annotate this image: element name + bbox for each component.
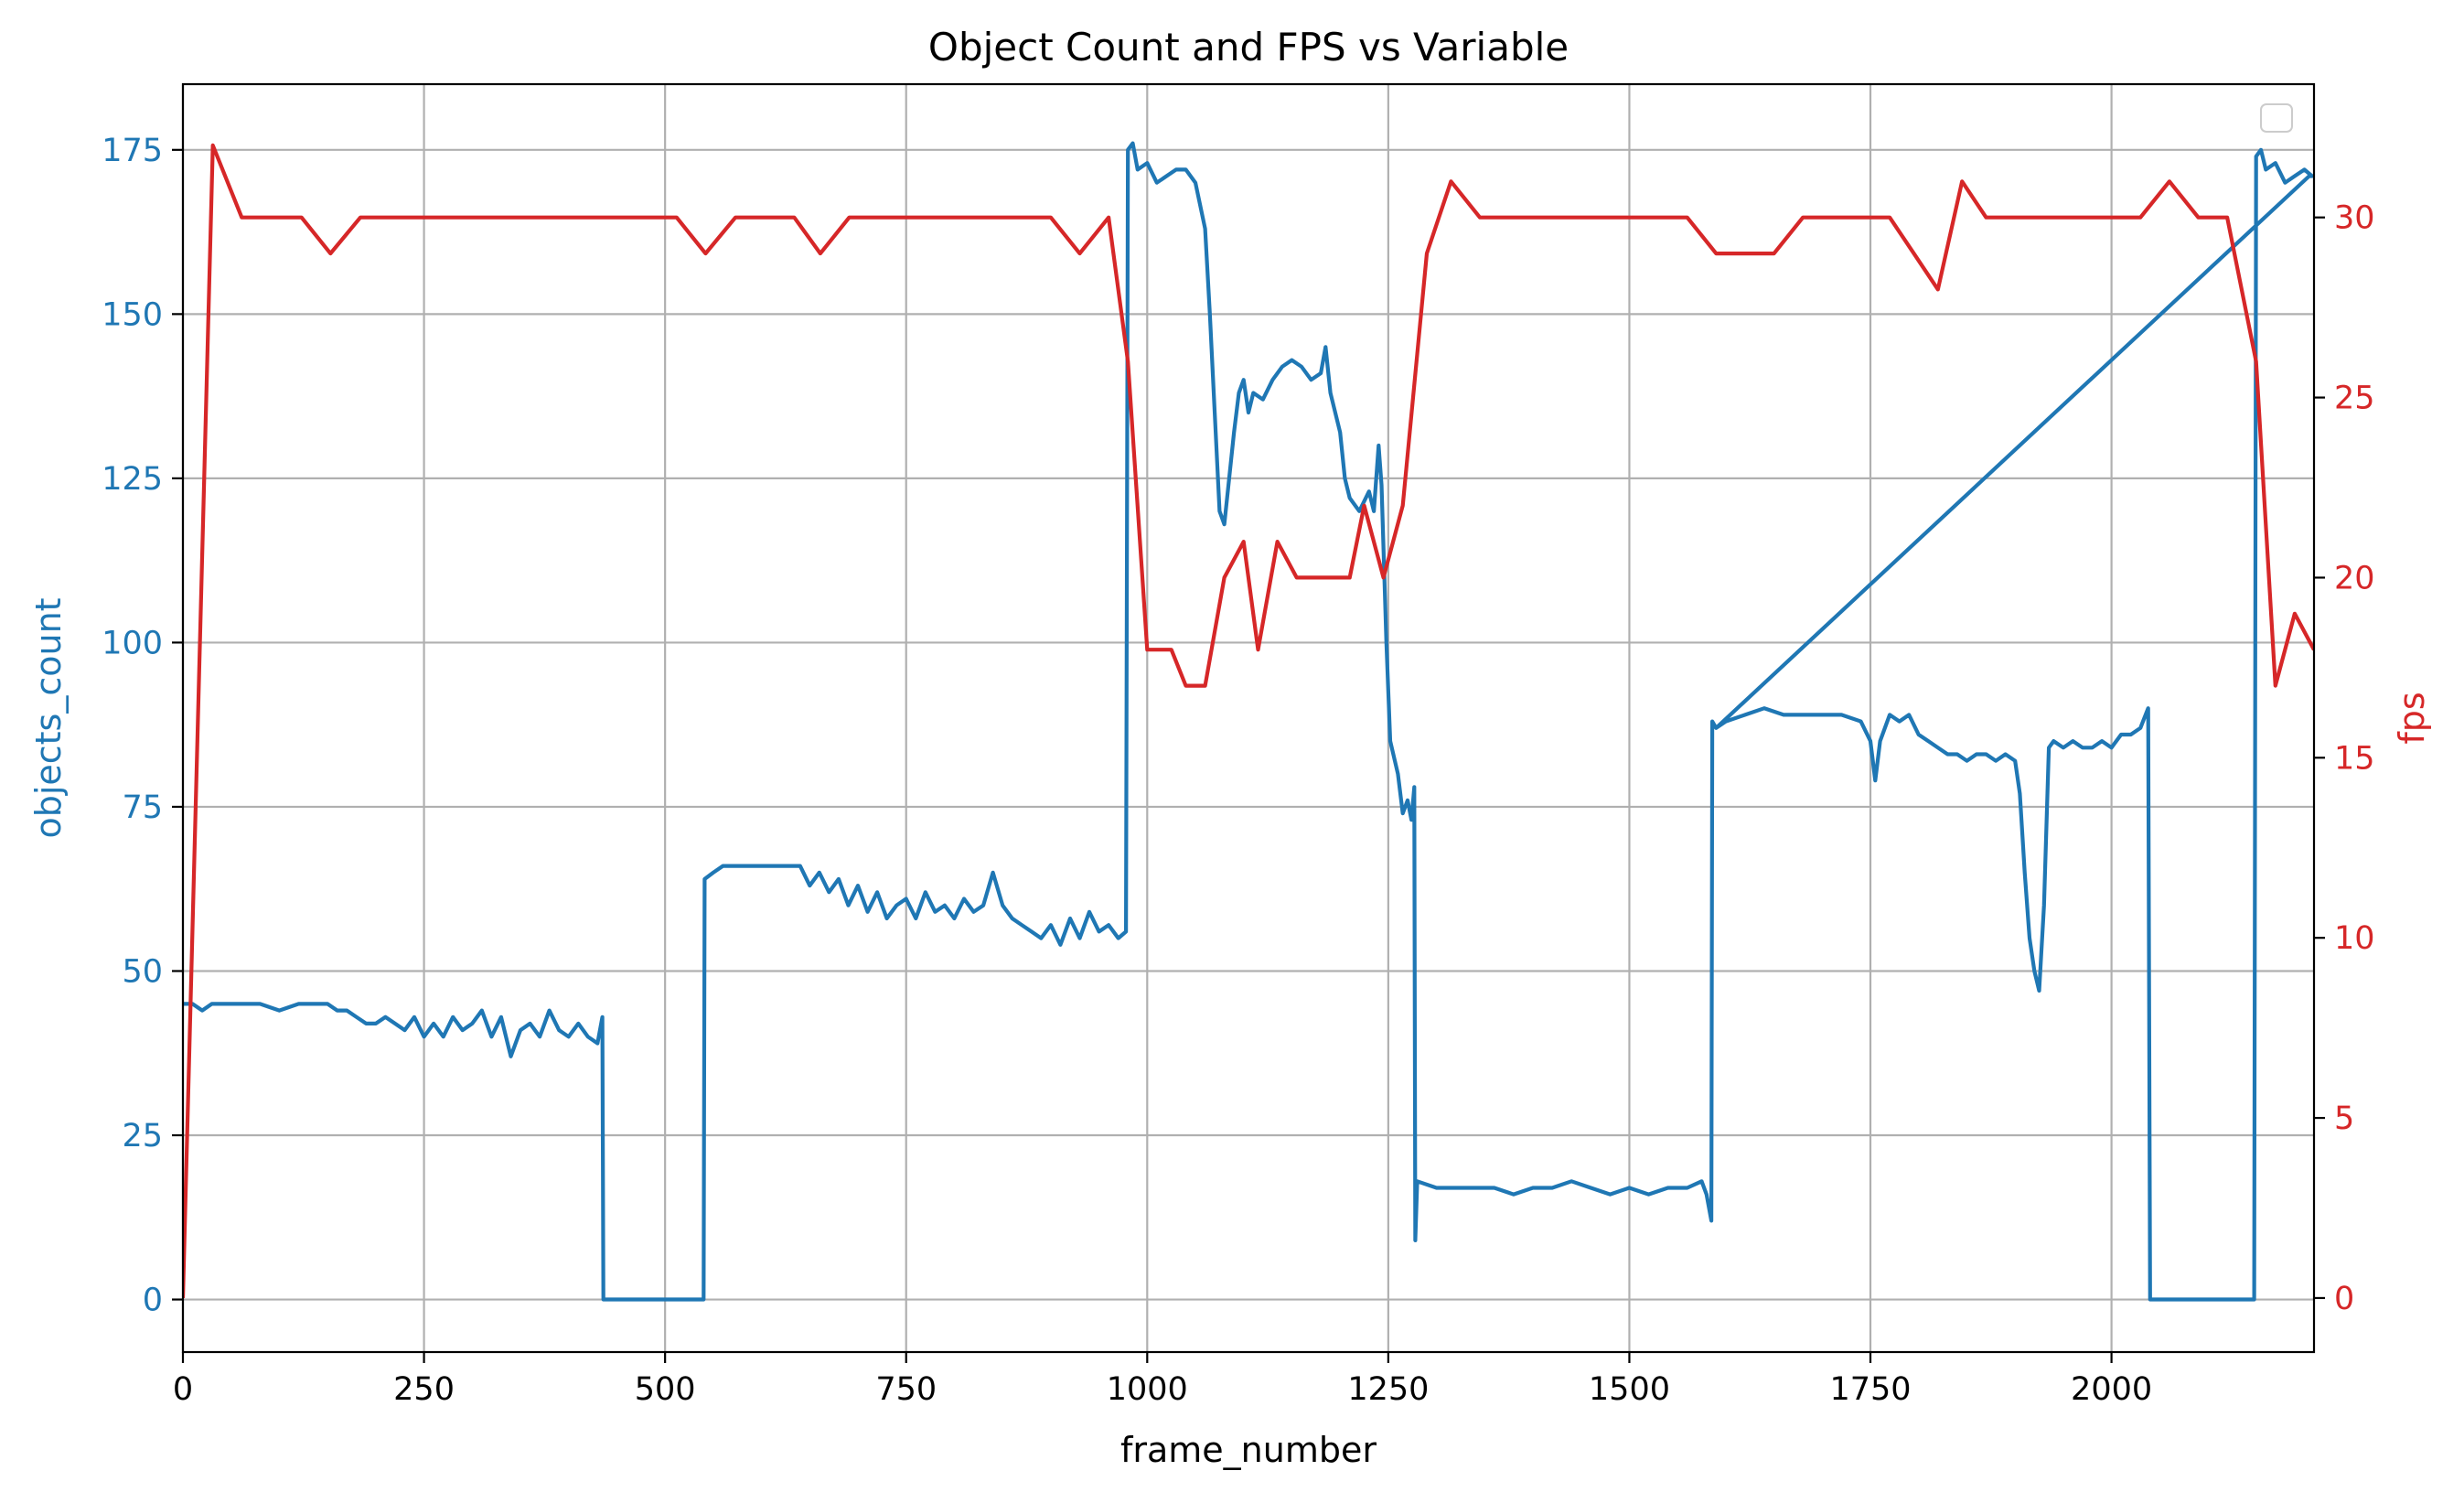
y-tick-label: 75 <box>122 789 163 826</box>
series-layer <box>183 141 2314 1302</box>
x-tick-label: 1000 <box>1107 1371 1188 1408</box>
y2-tick-label: 20 <box>2334 560 2375 596</box>
y2-tick-label: 0 <box>2334 1281 2354 1317</box>
y-tick-label: 50 <box>122 953 163 990</box>
x-tick-label: 750 <box>875 1371 937 1408</box>
y-tick-label: 150 <box>102 296 163 333</box>
y-tick-label: 0 <box>143 1283 163 1319</box>
x-tick-label: 250 <box>393 1371 455 1408</box>
legend <box>2260 103 2293 133</box>
y2-tick-label: 5 <box>2334 1100 2354 1137</box>
series-line-objects-count <box>183 141 2314 1302</box>
x-tick-label: 500 <box>635 1371 696 1408</box>
y2-axis-label: fps <box>2392 692 2432 744</box>
y2-tick-label: 25 <box>2334 381 2375 417</box>
ticks: 0 250 500 750 1000 1250 1500 1750 20000255075100… <box>102 133 2374 1408</box>
x-tick-label: 1500 <box>1589 1371 1670 1408</box>
y-axis-label: objects_count <box>28 597 69 838</box>
series-line-fps <box>183 143 2314 1298</box>
y-tick-label: 175 <box>102 133 163 169</box>
y2-tick-label: 30 <box>2334 200 2375 237</box>
y-tick-label: 100 <box>102 625 163 661</box>
x-tick-label: 2000 <box>2071 1371 2152 1408</box>
y-tick-label: 125 <box>102 461 163 498</box>
x-axis-label: frame_number <box>1120 1430 1377 1470</box>
y2-tick-label: 10 <box>2334 920 2375 957</box>
x-tick-label: 1250 <box>1347 1371 1429 1408</box>
y2-tick-label: 15 <box>2334 740 2375 777</box>
y-tick-label: 25 <box>122 1118 163 1154</box>
chart-title: Object Count and FPS vs Variable <box>928 25 1569 70</box>
plot-frame <box>181 82 2316 1354</box>
x-tick-label: 0 <box>173 1371 193 1408</box>
x-tick-label: 1750 <box>1829 1371 1911 1408</box>
